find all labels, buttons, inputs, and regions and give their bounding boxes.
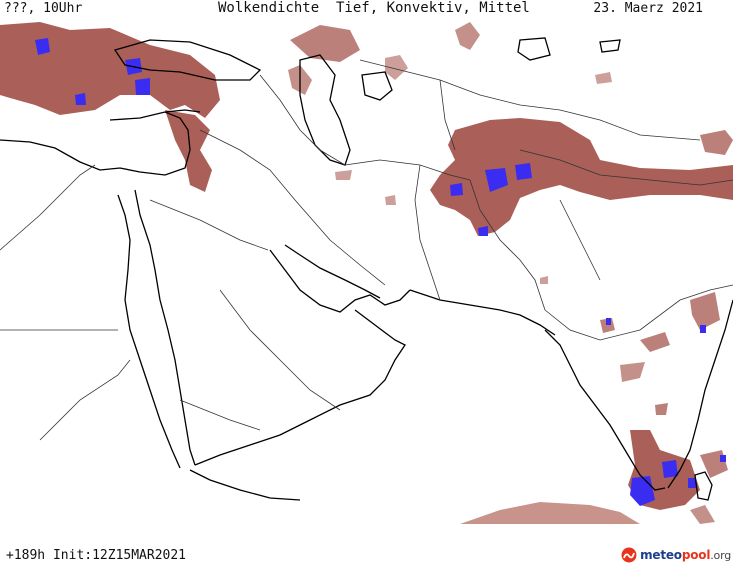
location-time-label: ???, 10Uhr: [4, 1, 83, 16]
coastlines: [0, 37, 733, 501]
footer-bar: +189h Init:12Z15MAR2021 meteopool.org: [0, 540, 733, 566]
model-run-label: +189h Init:12Z15MAR2021: [6, 548, 187, 563]
convective-cells-layer: [35, 38, 726, 506]
header-bar: ???, 10Uhr Wolkendichte Tief, Konvektiv,…: [0, 0, 733, 22]
forecast-date: 23. Maerz 2021: [593, 1, 703, 16]
chart-title: Wolkendichte Tief, Konvektiv, Mittel: [218, 0, 530, 16]
weather-map: [0, 22, 733, 524]
logo-text-tld: .org: [710, 549, 731, 562]
logo-text-meteo: meteo: [640, 548, 682, 562]
meteopool-logo[interactable]: meteopool.org: [621, 546, 731, 564]
logo-text-pool: pool: [681, 548, 711, 562]
meteopool-logo-icon: [621, 547, 637, 563]
meteopool-logo-text: meteopool.org: [640, 548, 731, 562]
cloud-cover-layer: [0, 22, 733, 524]
country-borders: [0, 59, 733, 441]
